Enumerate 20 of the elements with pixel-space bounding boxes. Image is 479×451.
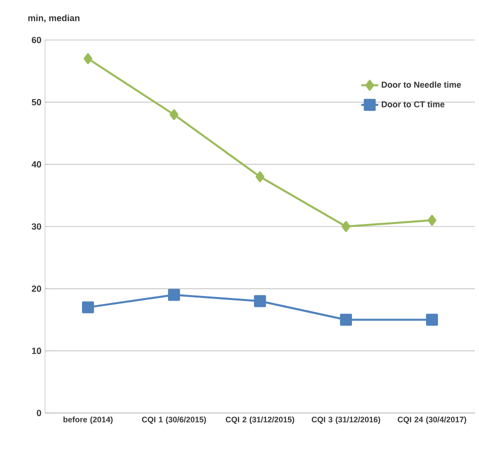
y-tick-label: 0 (36, 410, 42, 416)
point (426, 314, 438, 326)
y-tick-label: 50 (32, 98, 42, 106)
y-tick-label: 10 (32, 348, 42, 354)
y-tick-label: 40 (32, 161, 42, 168)
y-tick-label: 20 (32, 285, 42, 292)
legend-label: Door to CT time (382, 101, 444, 108)
point (342, 221, 350, 232)
point (428, 214, 436, 226)
legend-label: Door to Needle time (382, 81, 461, 88)
y-tick-label: 30 (32, 223, 42, 230)
point (254, 295, 266, 308)
y-axis-title: min, median (28, 14, 80, 22)
point (170, 109, 178, 120)
y-tick-label: 60 (32, 36, 42, 44)
point (168, 288, 180, 301)
point (82, 301, 94, 314)
point (84, 53, 92, 64)
point (256, 171, 264, 182)
point (340, 314, 352, 326)
